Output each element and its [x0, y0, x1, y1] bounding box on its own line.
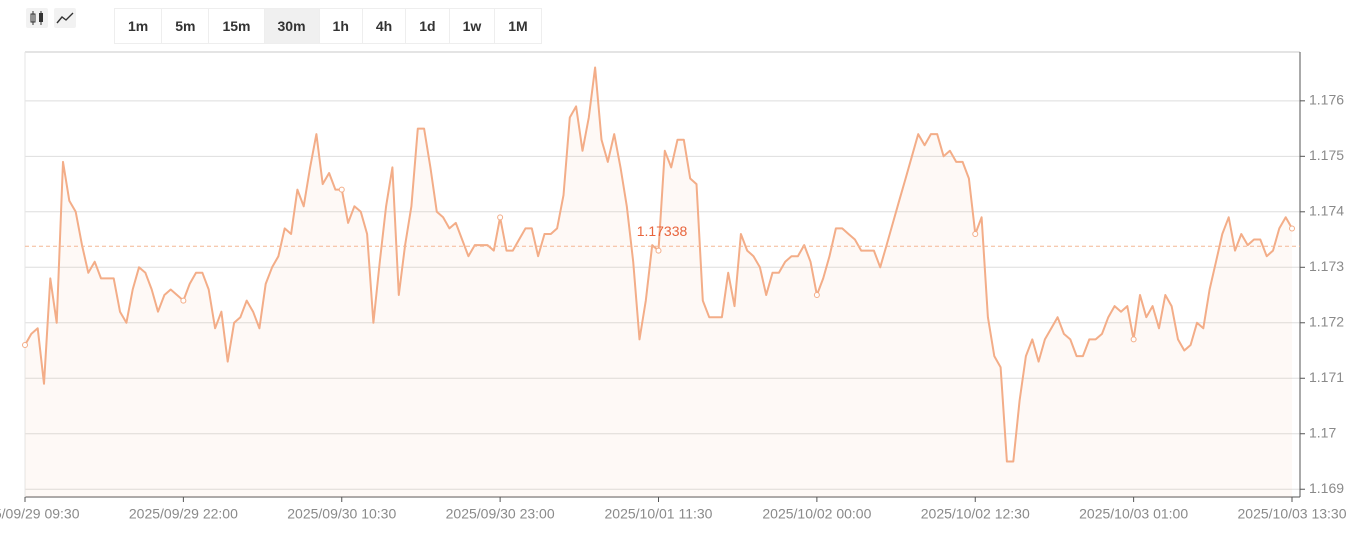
toolbar: 1m 5m 15m 30m 1h 4h 1d 1w 1M — [0, 0, 1370, 46]
y-tick-label: 1.175 — [1309, 147, 1344, 163]
interval-tab[interactable]: 1d — [406, 9, 450, 43]
y-tick-label: 1.171 — [1309, 369, 1344, 385]
point-marker — [180, 297, 187, 304]
x-tick-label: 2025/09/29 09:30 — [0, 506, 80, 522]
x-tick-label: 2025/10/03 13:30 — [1238, 506, 1347, 522]
y-tick-label: 1.172 — [1309, 313, 1344, 329]
interval-tab[interactable]: 1h — [319, 9, 363, 43]
x-tick-label: 2025/10/01 11:30 — [605, 506, 713, 522]
interval-tab[interactable]: 4h — [362, 9, 407, 43]
interval-tab[interactable]: 30m — [264, 9, 320, 43]
y-tick-label: 1.174 — [1309, 203, 1344, 219]
point-marker — [813, 292, 820, 299]
price-reference-label: 1.17338 — [637, 223, 688, 239]
y-tick-label: 1.169 — [1309, 480, 1344, 496]
x-tick-label: 2025/10/03 01:00 — [1079, 506, 1188, 522]
chart-style — [26, 8, 76, 28]
x-tick-label: 2025/10/02 12:30 — [921, 506, 1030, 522]
y-tick-label: 1.176 — [1309, 92, 1344, 108]
y-tick-label: 1.17 — [1309, 424, 1336, 440]
point-marker — [497, 214, 504, 221]
interval-tab[interactable]: 5m — [162, 9, 210, 43]
candle-icon[interactable] — [26, 8, 48, 28]
interval-tab[interactable]: 15m — [209, 9, 265, 43]
x-tick-label: 2025/09/30 10:30 — [287, 506, 396, 522]
line-icon[interactable] — [54, 8, 76, 28]
point-marker — [338, 186, 345, 193]
x-tick-label: 2025/09/29 22:00 — [129, 506, 238, 522]
x-tick-label: 2025/10/02 00:00 — [762, 506, 871, 522]
point-marker — [655, 247, 662, 254]
point-marker — [972, 230, 979, 237]
interval-tab[interactable]: 1M — [495, 9, 541, 43]
area-fill — [25, 67, 1292, 497]
interval-tab[interactable]: 1w — [449, 9, 496, 43]
point-marker — [1130, 336, 1137, 343]
point-marker — [22, 341, 28, 348]
point-marker — [1289, 225, 1295, 232]
interval-tab[interactable]: 1m — [115, 9, 163, 43]
y-tick-label: 1.173 — [1309, 258, 1344, 274]
x-tick-label: 2025/09/30 23:00 — [446, 506, 555, 522]
interval-tabs: 1m 5m 15m 30m 1h 4h 1d 1w 1M — [114, 8, 542, 44]
